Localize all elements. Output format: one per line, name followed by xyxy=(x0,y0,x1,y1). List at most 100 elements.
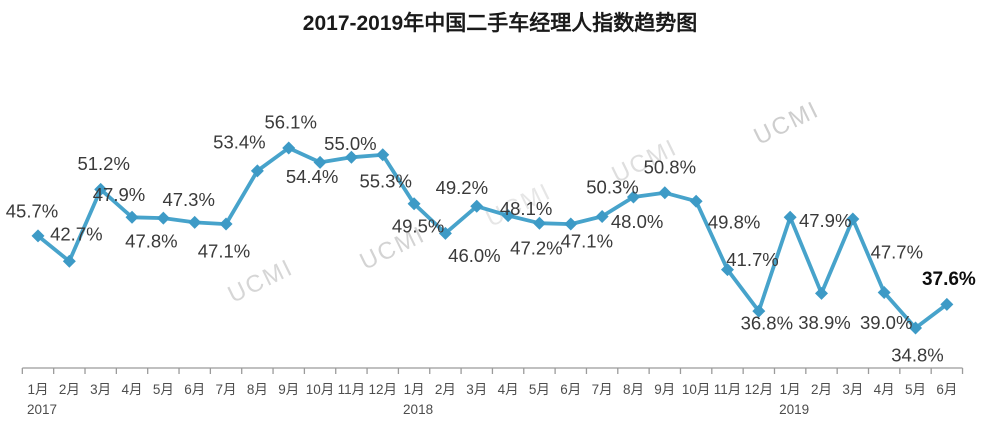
x-axis-month-label: 5月 xyxy=(153,382,174,397)
data-label: 48.1% xyxy=(500,198,552,219)
x-axis-month-label: 6月 xyxy=(936,382,957,397)
x-axis-month-label: 3月 xyxy=(842,382,863,397)
x-axis-month-label: 4月 xyxy=(874,382,895,397)
x-axis-month-label: 2月 xyxy=(435,382,456,397)
data-point-marker xyxy=(62,254,76,268)
x-axis-month-label: 3月 xyxy=(90,382,111,397)
data-label: 47.8% xyxy=(125,231,177,252)
x-axis-month-label: 11月 xyxy=(714,382,742,397)
data-label: 48.0% xyxy=(611,211,663,232)
x-axis-month-label: 6月 xyxy=(560,382,581,397)
x-axis-month-label: 10月 xyxy=(682,382,711,397)
x-axis: 1月 2月 3月 4月 5月 6月 7月 8月 9月 10月 11月 12月 1月 2月 3月 4月 5月 6月 7… xyxy=(21,367,964,417)
data-label: 41.7% xyxy=(726,249,778,270)
data-point-marker xyxy=(720,263,734,277)
x-axis-month-label: 1月 xyxy=(27,382,48,397)
data-point-marker xyxy=(783,210,797,224)
data-point-marker xyxy=(846,212,860,226)
x-axis-month-label: 11月 xyxy=(338,382,366,397)
data-point-marker xyxy=(31,229,45,243)
data-label: 50.8% xyxy=(644,156,696,177)
data-point-marker xyxy=(125,210,139,224)
data-point-marker xyxy=(815,286,828,300)
x-axis-month-label: 2月 xyxy=(811,382,832,397)
data-point-marker xyxy=(188,215,202,229)
x-axis-month-label: 5月 xyxy=(905,382,926,397)
data-point-marker xyxy=(313,155,327,169)
data-point-marker xyxy=(501,209,515,223)
data-point-marker xyxy=(407,197,421,211)
data-point-marker xyxy=(877,285,891,299)
data-label: 56.1% xyxy=(264,112,316,133)
data-label: 50.3% xyxy=(586,177,638,198)
x-axis-month-label: 3月 xyxy=(466,382,487,397)
data-point-marker xyxy=(752,304,766,318)
data-label: 47.9% xyxy=(799,210,851,231)
data-point-marker xyxy=(282,141,296,155)
data-point-marker xyxy=(532,216,546,230)
x-axis-month-label: 12月 xyxy=(368,382,397,397)
data-label: 47.1% xyxy=(561,231,613,252)
watermark-text: UCMI xyxy=(224,254,298,309)
data-point-marker xyxy=(689,194,703,208)
data-point-marker xyxy=(470,199,484,213)
data-point-marker xyxy=(940,297,954,311)
x-axis-month-label: 4月 xyxy=(498,382,519,397)
data-point-marker xyxy=(219,217,233,231)
data-label: 47.2% xyxy=(510,238,562,259)
data-point-marker xyxy=(595,209,609,223)
data-point-marker xyxy=(438,226,452,240)
data-label: 55.3% xyxy=(359,170,411,191)
data-label: 34.8% xyxy=(891,345,943,366)
x-axis-month-label: 4月 xyxy=(122,382,143,397)
x-axis-month-label: 5月 xyxy=(529,382,550,397)
data-label: 55.0% xyxy=(324,133,376,154)
x-axis-month-label: 9月 xyxy=(654,382,675,397)
data-label: 53.4% xyxy=(213,131,265,152)
data-label: 37.6% xyxy=(922,269,976,290)
data-point-marker xyxy=(344,150,358,164)
watermark-text: UCMI xyxy=(750,96,824,151)
x-axis-month-label: 1月 xyxy=(404,382,425,397)
data-label: 47.3% xyxy=(162,189,214,210)
x-axis-month-label: 6月 xyxy=(184,382,205,397)
data-point-marker xyxy=(250,164,264,178)
data-label: 49.2% xyxy=(436,177,488,198)
x-axis-month-label: 1月 xyxy=(780,382,801,397)
data-point-marker xyxy=(626,190,640,204)
x-axis-month-label: 10月 xyxy=(306,382,335,397)
data-point-marker xyxy=(94,182,108,196)
data-label: 47.7% xyxy=(871,242,923,263)
data-point-marker xyxy=(909,321,923,335)
x-axis-year-label: 2017 xyxy=(27,402,57,417)
x-axis-month-label: 9月 xyxy=(278,382,299,397)
chart-title: 2017-2019年中国二手车经理人指数趋势图 xyxy=(303,11,697,35)
data-label: 47.9% xyxy=(93,184,145,205)
data-label: 45.7% xyxy=(6,200,58,221)
series-layer xyxy=(31,141,954,335)
data-label: 42.7% xyxy=(50,224,102,245)
x-axis-year-label: 2019 xyxy=(779,402,809,417)
x-axis-month-label: 8月 xyxy=(623,382,644,397)
data-label: 36.8% xyxy=(741,313,793,334)
data-point-marker xyxy=(564,217,578,231)
data-label: 47.1% xyxy=(198,241,250,262)
x-axis-month-label: 7月 xyxy=(216,382,237,397)
data-label-layer: 45.7% 42.7% 51.2% 47.9% 47.8% 47.3% 47.1% 53.4%… xyxy=(6,112,976,366)
data-point-marker xyxy=(156,211,170,225)
data-label: 49.8% xyxy=(708,212,760,233)
data-label: 38.9% xyxy=(798,312,850,333)
x-axis-year-label: 2018 xyxy=(403,402,433,417)
data-label: 51.2% xyxy=(77,153,129,174)
x-axis-month-label: 7月 xyxy=(592,382,613,397)
x-axis-month-label: 12月 xyxy=(745,382,774,397)
data-label: 46.0% xyxy=(448,245,500,266)
data-point-marker xyxy=(658,186,672,200)
data-point-marker xyxy=(376,148,390,162)
data-label: 54.4% xyxy=(286,166,338,187)
data-label: 39.0% xyxy=(860,312,912,333)
x-axis-month-label: 8月 xyxy=(247,382,268,397)
data-label: 49.5% xyxy=(392,215,444,236)
